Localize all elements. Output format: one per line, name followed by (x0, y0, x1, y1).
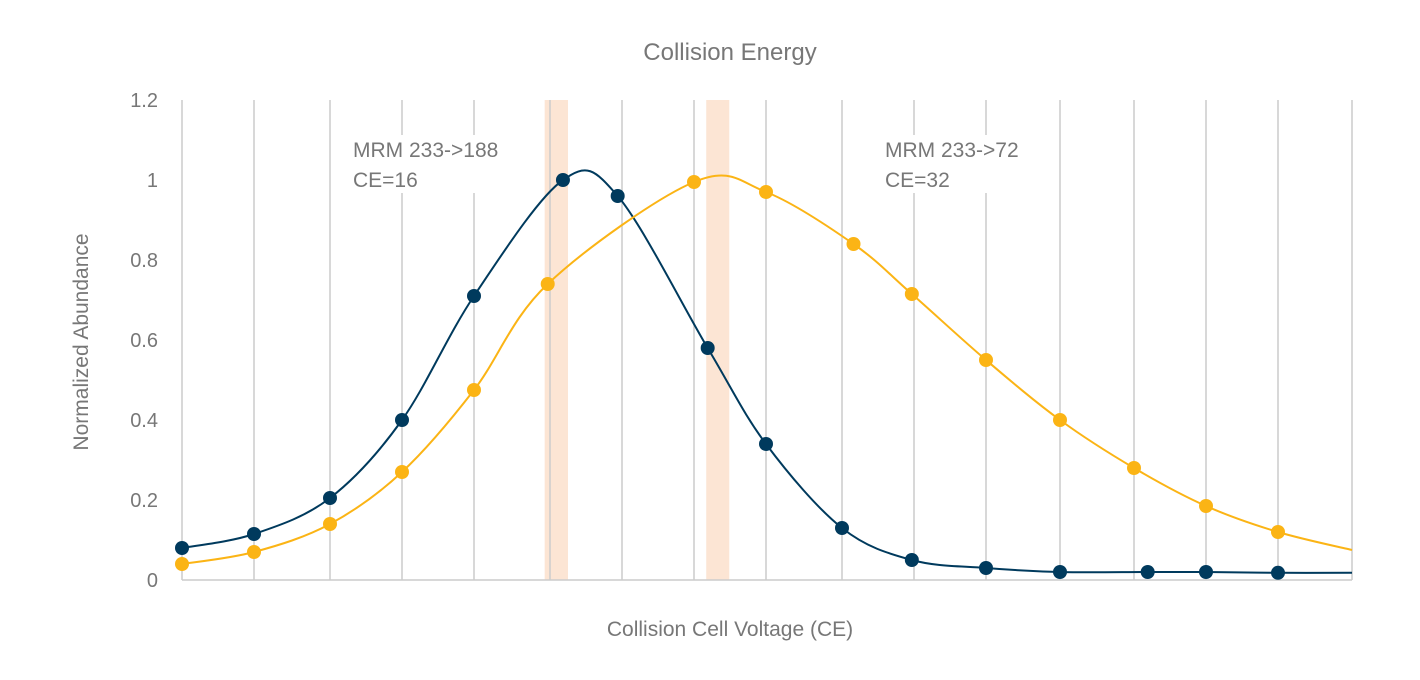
series-2-point (1271, 525, 1285, 539)
y-tick-label: 0.8 (130, 250, 158, 272)
series-2-point (1127, 461, 1141, 475)
series-2-point (175, 557, 189, 571)
series-2-point (1199, 499, 1213, 513)
y-tick-label: 1 (147, 170, 158, 192)
series-2-point (395, 465, 409, 479)
series-1-point (979, 561, 993, 575)
series-1-point (1199, 565, 1213, 579)
series-1-point (1053, 565, 1067, 579)
annotation-1-line-1: MRM 233->188 (353, 139, 498, 162)
y-tick-label: 0.2 (130, 490, 158, 512)
series-2-point (846, 237, 861, 251)
series-1-point (247, 527, 261, 541)
y-tick-label: 0 (147, 570, 158, 592)
y-tick-label: 1.2 (130, 90, 158, 112)
series-line-1 (181, 169, 1353, 574)
series-2-point (687, 175, 701, 189)
series-line-2 (181, 174, 1353, 565)
series-2-point (759, 185, 773, 199)
series-1-point (700, 341, 715, 355)
y-axis-label: Normalized Abundance (70, 233, 93, 450)
series-1-point (835, 521, 849, 535)
annotation-bg-2 (880, 135, 1040, 193)
series-1-point (1271, 565, 1285, 580)
series-2-point (904, 287, 919, 301)
series-2-point (323, 517, 337, 531)
series-2-point (979, 353, 993, 367)
series-2-point (1053, 413, 1067, 427)
series-1-point (467, 289, 481, 303)
annotation-2-line-1: MRM 233->72 (885, 139, 1019, 162)
annotation-2-line-2: CE=32 (885, 169, 950, 192)
x-axis-label: Collision Cell Voltage (CE) (607, 618, 853, 641)
series-1-point (323, 491, 337, 505)
y-tick-label: 0.4 (130, 410, 158, 432)
series-1-point (555, 173, 570, 187)
series-2-point (247, 545, 261, 559)
series-1-point (904, 553, 919, 567)
highlight-band-1 (544, 100, 568, 580)
y-tick-label: 0.6 (130, 330, 158, 352)
series-1-point (759, 437, 773, 451)
series-1-point (175, 541, 189, 555)
annotation-1-line-2: CE=16 (353, 169, 418, 192)
series-2-point (467, 383, 481, 397)
series-2-point (540, 277, 555, 291)
series-1-point (395, 413, 409, 427)
highlight-band-2 (706, 100, 730, 580)
chart-title: Collision Energy (643, 39, 816, 66)
series-1-point (610, 189, 625, 203)
annotation-bg-1 (348, 135, 520, 193)
series-1-point (1140, 565, 1155, 579)
